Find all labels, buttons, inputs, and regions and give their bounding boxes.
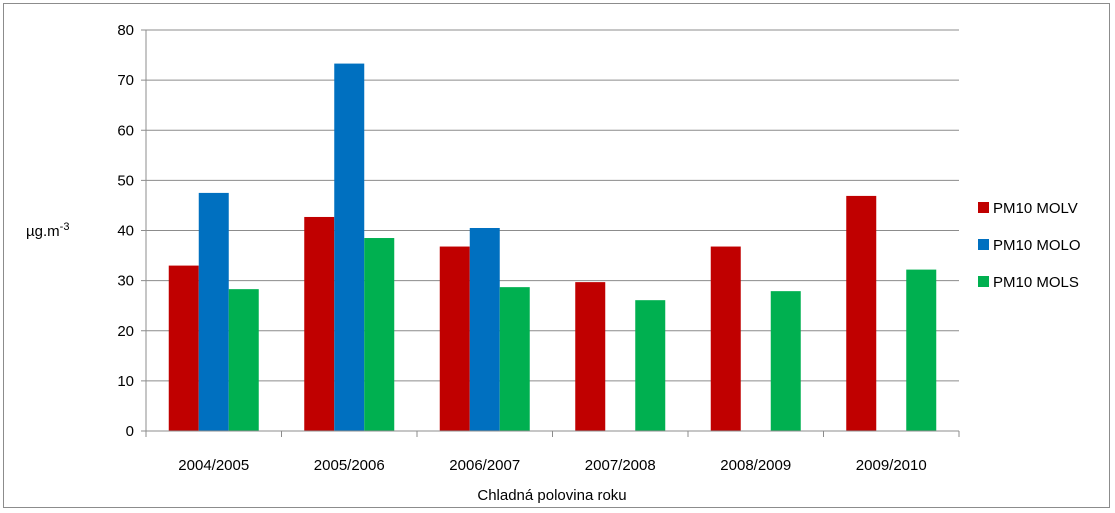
bar-pm10-mols-2007-2008: [635, 300, 666, 431]
y-axis-title: µg.m-3: [26, 221, 69, 240]
y-tick-labels: 0 10 20 30 40 50 60 70 80: [117, 22, 134, 440]
bar-pm10-molo-2005-2006: [334, 63, 365, 432]
bar-pm10-molv-2008-2009: [710, 246, 741, 431]
bar-pm10-molv-2009-2010: [846, 195, 877, 431]
y-tick-label: 80: [117, 22, 134, 39]
legend-swatch: [978, 202, 989, 213]
x-tick-label: 2009/2010: [856, 457, 927, 474]
bars: [168, 63, 937, 432]
x-tick-labels: 2004/2005 2005/2006 2006/2007 2007/2008 2008…: [178, 457, 926, 474]
y-tick-label: 40: [117, 223, 134, 240]
x-tick-label: 2004/2005: [178, 457, 249, 474]
bar-pm10-molv-2004-2005: [168, 265, 199, 431]
axes: [141, 29, 960, 437]
x-tick-label: 2006/2007: [449, 457, 520, 474]
x-tick-label: 2007/2008: [585, 457, 656, 474]
bar-pm10-mols-2008-2009: [770, 291, 801, 431]
bar-pm10-mols-2006-2007: [499, 287, 530, 431]
x-tick-label: 2008/2009: [720, 457, 791, 474]
y-tick-label: 0: [126, 423, 134, 440]
y-tick-label: 70: [117, 72, 134, 89]
legend-label: PM10 MOLS: [993, 274, 1079, 291]
gridlines: [146, 29, 959, 382]
legend-label: PM10 MOLO: [993, 237, 1081, 254]
legend-swatch: [978, 239, 989, 250]
bar-pm10-mols-2005-2006: [364, 238, 395, 431]
bar-pm10-molv-2005-2006: [304, 216, 335, 431]
y-tick-label: 30: [117, 273, 134, 290]
legend: PM10 MOLV PM10 MOLO PM10 MOLS: [978, 200, 1081, 291]
bar-pm10-molo-2006-2007: [469, 227, 500, 431]
y-tick-label: 60: [117, 122, 134, 139]
bar-pm10-mols-2009-2010: [906, 269, 937, 431]
bar-pm10-molo-2004-2005: [198, 192, 229, 431]
bar-pm10-mols-2004-2005: [228, 289, 259, 431]
legend-label: PM10 MOLV: [993, 200, 1078, 217]
y-tick-label: 20: [117, 323, 134, 340]
x-axis-title: Chladná polovina roku: [477, 487, 626, 504]
bar-pm10-molv-2007-2008: [575, 282, 606, 431]
y-tick-label: 50: [117, 172, 134, 189]
legend-swatch: [978, 276, 989, 287]
y-tick-label: 10: [117, 373, 134, 390]
bar-pm10-molv-2006-2007: [439, 246, 470, 431]
x-tick-label: 2005/2006: [314, 457, 385, 474]
